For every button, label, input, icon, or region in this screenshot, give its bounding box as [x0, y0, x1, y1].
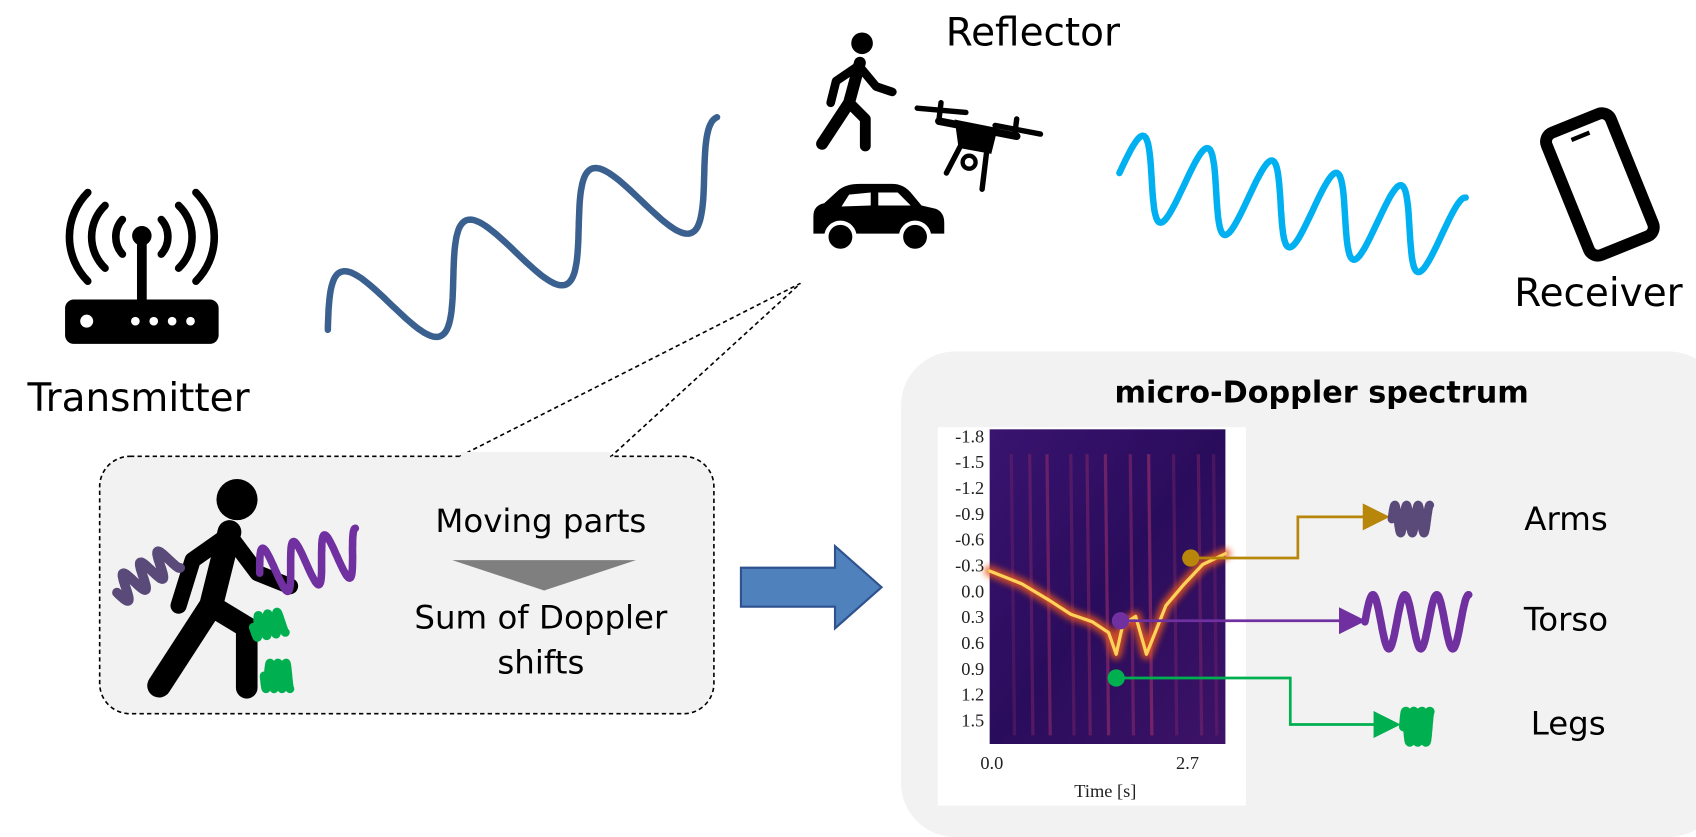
y-tick-label: -0.3	[955, 556, 984, 576]
y-tick-label: -1.5	[955, 452, 984, 472]
spectrum-title: micro-Doppler spectrum	[1114, 375, 1528, 410]
y-tick-label: 0.3	[961, 607, 984, 627]
reflected-wave	[1119, 136, 1465, 272]
legs-wave-callout	[253, 612, 285, 638]
y-tick-label: 0.6	[961, 633, 984, 653]
receiver-label: Receiver	[1514, 271, 1682, 316]
page: Transmitter Reflector Receiver	[0, 0, 1696, 837]
transmit-wave	[328, 117, 717, 337]
y-tick-label: -0.9	[955, 504, 984, 524]
diagram: Transmitter Reflector Receiver	[0, 0, 1696, 837]
walker-icon	[822, 32, 892, 146]
arms-wave-icon	[1392, 505, 1430, 533]
y-tick-label: 0.9	[961, 659, 984, 679]
component-label: Arms	[1524, 500, 1607, 538]
phone-icon	[1543, 110, 1657, 258]
reflector-label: Reflector	[946, 10, 1120, 55]
torso-dot	[1112, 612, 1129, 629]
legs-dot	[1108, 669, 1125, 686]
transmitter-label: Transmitter	[27, 376, 250, 421]
sum-label-line: Sum of Doppler	[414, 598, 668, 636]
sum-label-line: shifts	[497, 644, 584, 682]
y-tick-label: -0.6	[955, 530, 984, 550]
flow-arrow	[741, 546, 882, 628]
legs-wave-icon	[1404, 712, 1430, 742]
component-label: Legs	[1531, 704, 1606, 742]
arms-dot	[1182, 549, 1199, 566]
y-tick-label: -1.8	[955, 426, 984, 446]
component-label: Torso	[1523, 600, 1608, 638]
callout-join	[461, 452, 610, 461]
x-tick-label: 0.0	[980, 753, 1003, 773]
transmitter-icon	[65, 192, 219, 343]
callout-pointer	[460, 283, 801, 456]
y-tick-label: 0.0	[961, 581, 984, 601]
x-tick-label: 2.7	[1176, 753, 1199, 773]
y-tick-label: -1.2	[955, 478, 984, 498]
car-icon	[813, 184, 944, 251]
x-axis-label: Time [s]	[1074, 781, 1136, 801]
drone-icon	[917, 103, 1040, 190]
y-tick-label: 1.5	[961, 711, 984, 731]
legs-wave-callout	[264, 663, 290, 689]
moving-parts-label: Moving parts	[435, 502, 646, 540]
y-tick-label: 1.2	[961, 685, 984, 705]
